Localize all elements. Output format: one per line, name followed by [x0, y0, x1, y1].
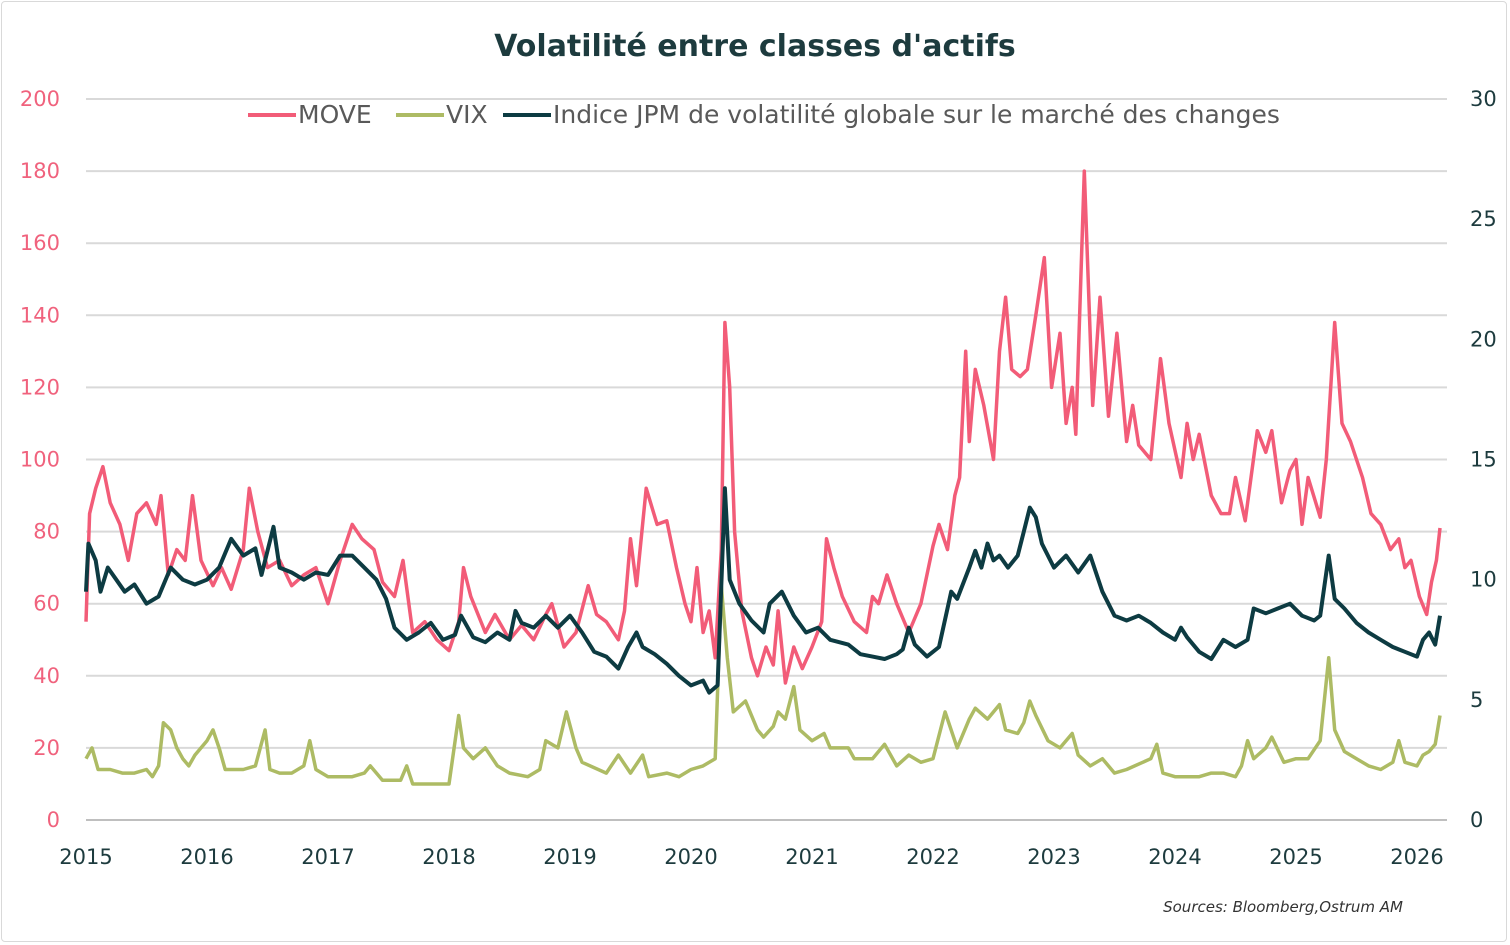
x-axis-tick-label: 2019: [543, 845, 596, 869]
legend: MOVE VIX Indice JPM de volatilité global…: [248, 100, 1280, 129]
right-axis-tick-label: 5: [1470, 688, 1483, 712]
left-axis-tick-label: 120: [20, 375, 60, 399]
series-line-move: [84, 169, 1442, 685]
x-axis-tick-label: 2021: [785, 845, 838, 869]
left-axis-tick-label: 100: [20, 448, 60, 472]
x-axis-tick-label: 2025: [1269, 845, 1322, 869]
left-axis-tick-label: 40: [33, 664, 60, 688]
series-line-fx-vol: [84, 486, 1442, 695]
gridlines: [86, 98, 1447, 821]
right-axis-tick-label: 20: [1470, 327, 1497, 351]
x-axis-tick-label: 2024: [1148, 845, 1201, 869]
x-axis-tick-label: 2016: [180, 845, 233, 869]
left-axis-tick-label: 20: [33, 736, 60, 760]
series-line-vix: [84, 583, 1442, 786]
legend-label-vix: VIX: [446, 100, 488, 129]
right-axis-tick-label: 15: [1470, 448, 1497, 472]
left-axis-tick-label: 160: [20, 231, 60, 255]
right-axis-tick-label: 25: [1470, 207, 1497, 231]
source-note: Sources: Bloomberg,Ostrum AM: [1163, 898, 1403, 916]
left-axis-tick-label: 0: [47, 808, 60, 832]
right-axis-tick-label: 30: [1470, 87, 1497, 111]
legend-label-move: MOVE: [298, 100, 372, 129]
right-axis-tick-label: 0: [1470, 808, 1483, 832]
left-axis-tick-label: 140: [20, 303, 60, 327]
axis-ticks: 0204060801001201401601802000510152025302…: [20, 87, 1497, 869]
left-axis-tick-label: 200: [20, 87, 60, 111]
x-axis-tick-label: 2022: [906, 845, 959, 869]
chart-title: Volatilité entre classes d'actifs: [494, 29, 1016, 64]
x-axis-tick-label: 2023: [1027, 845, 1080, 869]
x-axis-tick-label: 2018: [422, 845, 475, 869]
right-axis-tick-label: 10: [1470, 568, 1497, 592]
legend-label-fx: Indice JPM de volatilité globale sur le …: [553, 100, 1280, 129]
left-axis-tick-label: 80: [33, 520, 60, 544]
x-axis-tick-label: 2015: [59, 845, 112, 869]
x-axis-tick-label: 2026: [1390, 845, 1443, 869]
x-axis-tick-label: 2020: [664, 845, 717, 869]
x-axis-tick-label: 2017: [301, 845, 354, 869]
series-lines: [84, 169, 1442, 786]
left-axis-tick-label: 180: [20, 159, 60, 183]
left-axis-tick-label: 60: [33, 592, 60, 616]
